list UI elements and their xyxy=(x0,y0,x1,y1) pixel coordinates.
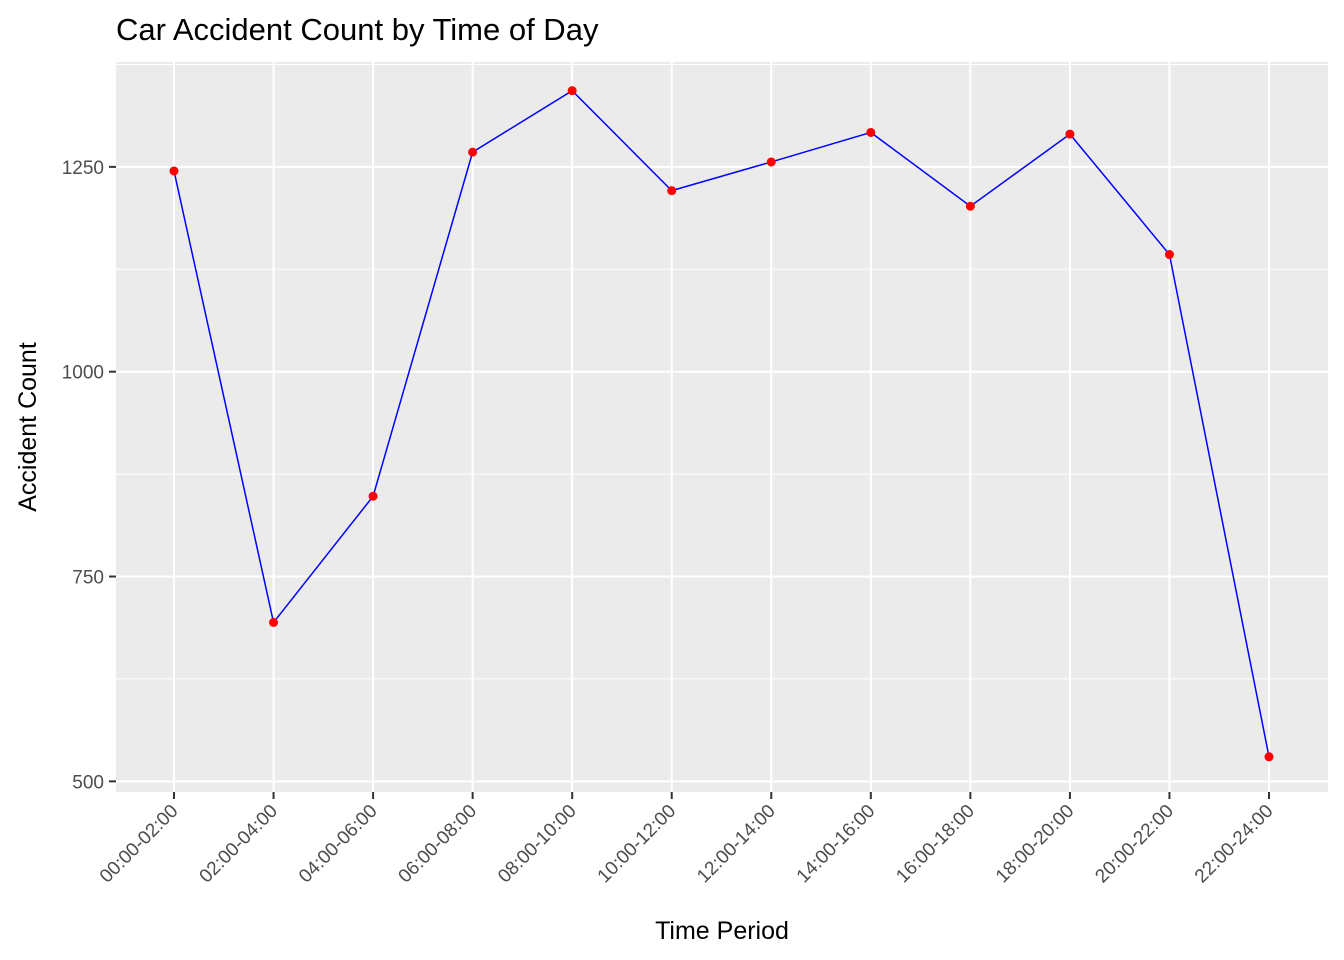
x-tick-labels: 00:00-02:00 02:00-04:00 04:00-06:00 06:00-0… xyxy=(96,801,1278,888)
data-point xyxy=(269,617,279,627)
data-point xyxy=(1264,752,1274,762)
x-tick-label: 16:00-18:00 xyxy=(892,801,979,888)
data-point xyxy=(1065,129,1075,139)
x-tick-label: 04:00-06:00 xyxy=(295,801,382,888)
x-tick-label: 00:00-02:00 xyxy=(96,801,183,888)
y-axis-title: Accident Count xyxy=(14,342,42,512)
y-tick-label: 750 xyxy=(72,568,104,589)
axis-ticks xyxy=(109,165,1270,799)
x-axis-title: Time Period xyxy=(655,917,789,945)
data-point xyxy=(169,166,179,176)
data-point xyxy=(667,186,677,196)
x-tick-label: 14:00-16:00 xyxy=(793,801,880,888)
major-gridlines xyxy=(116,62,1328,792)
x-tick-label: 08:00-10:00 xyxy=(494,801,581,888)
y-tick-label: 500 xyxy=(72,772,104,793)
x-tick-label: 12:00-14:00 xyxy=(693,801,780,888)
data-point xyxy=(766,157,776,167)
x-tick-label: 22:00-24:00 xyxy=(1191,801,1278,888)
data-point xyxy=(866,127,876,137)
series-line xyxy=(173,89,1270,757)
minor-gridlines xyxy=(116,63,1328,680)
y-tick-label: 1250 xyxy=(62,158,104,179)
points-layer xyxy=(169,86,1274,762)
y-tick-label: 1000 xyxy=(62,363,104,384)
chart-title: Car Accident Count by Time of Day xyxy=(116,12,599,47)
data-point xyxy=(965,201,975,211)
x-tick-label: 20:00-22:00 xyxy=(1091,801,1178,888)
x-tick-label: 06:00-08:00 xyxy=(395,801,482,888)
data-point xyxy=(567,86,577,96)
x-tick-label: 18:00-20:00 xyxy=(992,801,1079,888)
series-layer xyxy=(173,89,1270,757)
x-tick-label: 10:00-12:00 xyxy=(594,801,681,888)
data-point xyxy=(1164,250,1174,260)
x-tick-label: 02:00-04:00 xyxy=(196,801,283,888)
data-point xyxy=(368,491,378,501)
plot-panel xyxy=(116,62,1328,792)
data-point xyxy=(468,147,478,157)
y-tick-labels: 500 750 1000 1250 xyxy=(62,158,104,793)
